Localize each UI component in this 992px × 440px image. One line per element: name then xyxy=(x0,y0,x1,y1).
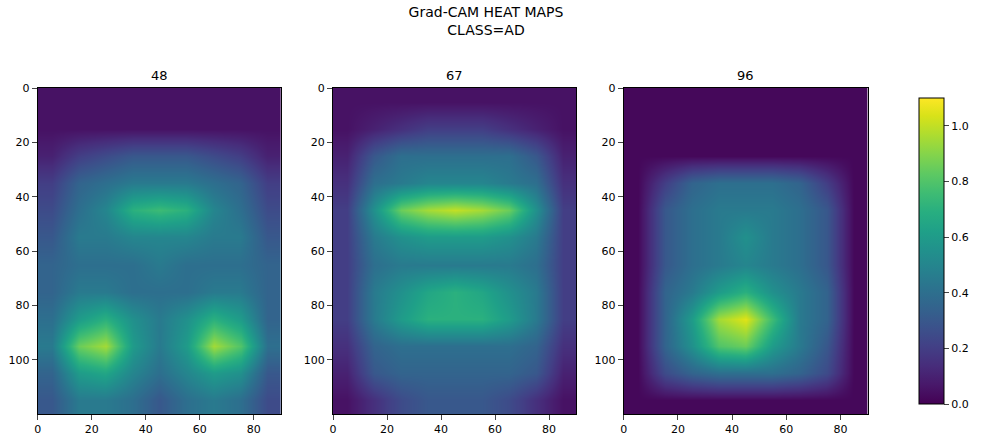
svg-text:0: 0 xyxy=(330,423,337,436)
svg-text:48: 48 xyxy=(151,68,168,83)
svg-text:20: 20 xyxy=(671,423,685,436)
svg-text:67: 67 xyxy=(446,68,463,83)
svg-text:Grad-CAM HEAT MAPSCLASS=AD: Grad-CAM HEAT MAPSCLASS=AD xyxy=(409,4,564,38)
svg-text:0: 0 xyxy=(34,423,41,436)
svg-text:0.6: 0.6 xyxy=(951,231,969,244)
svg-text:100: 100 xyxy=(304,354,325,367)
svg-text:40: 40 xyxy=(602,191,616,204)
svg-text:0: 0 xyxy=(318,82,325,95)
svg-text:60: 60 xyxy=(16,245,30,258)
svg-text:80: 80 xyxy=(834,423,848,436)
svg-text:60: 60 xyxy=(311,245,325,258)
svg-text:0: 0 xyxy=(609,82,616,95)
svg-text:80: 80 xyxy=(247,423,261,436)
svg-text:0: 0 xyxy=(23,82,30,95)
svg-text:40: 40 xyxy=(16,191,30,204)
svg-text:0.4: 0.4 xyxy=(951,287,969,300)
svg-text:60: 60 xyxy=(779,423,793,436)
svg-text:20: 20 xyxy=(602,136,616,149)
svg-text:1.0: 1.0 xyxy=(951,120,969,133)
svg-text:20: 20 xyxy=(16,136,30,149)
svg-text:40: 40 xyxy=(139,423,153,436)
svg-text:100: 100 xyxy=(9,354,30,367)
svg-text:40: 40 xyxy=(725,423,739,436)
svg-text:40: 40 xyxy=(311,191,325,204)
svg-text:96: 96 xyxy=(737,68,754,83)
svg-text:0.0: 0.0 xyxy=(951,398,969,411)
svg-text:100: 100 xyxy=(595,354,616,367)
svg-text:60: 60 xyxy=(488,423,502,436)
svg-text:20: 20 xyxy=(311,136,325,149)
svg-text:20: 20 xyxy=(85,423,99,436)
svg-text:60: 60 xyxy=(602,245,616,258)
svg-text:0: 0 xyxy=(620,423,627,436)
svg-text:0.8: 0.8 xyxy=(951,175,969,188)
svg-text:40: 40 xyxy=(434,423,448,436)
svg-text:80: 80 xyxy=(311,299,325,312)
svg-text:80: 80 xyxy=(542,423,556,436)
svg-text:60: 60 xyxy=(193,423,207,436)
svg-text:0.2: 0.2 xyxy=(951,342,969,355)
svg-text:20: 20 xyxy=(380,423,394,436)
svg-text:80: 80 xyxy=(16,299,30,312)
svg-text:80: 80 xyxy=(602,299,616,312)
